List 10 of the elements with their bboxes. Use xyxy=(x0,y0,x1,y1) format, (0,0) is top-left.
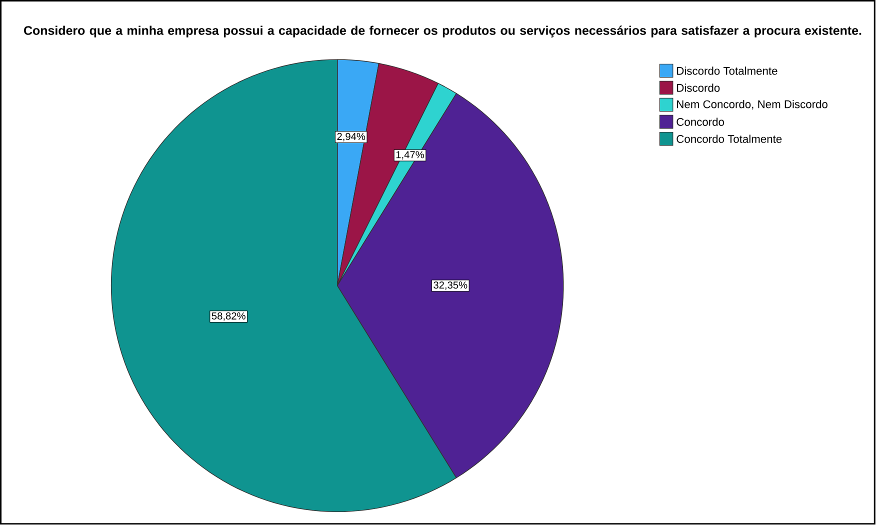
data-label: 2,94% xyxy=(337,133,366,142)
data-label: 58,82% xyxy=(212,312,246,321)
legend-label: Concordo xyxy=(676,118,724,126)
data-label: 32,35% xyxy=(434,282,468,290)
legend-label: Discordo xyxy=(677,84,720,92)
legend-label: Discordo Totalmente xyxy=(677,66,778,75)
legend-label: Nem Concordo, Nem Discordo xyxy=(677,100,828,110)
chart-title: Considero que a minha empresa possui a capacidade de fornecer os produtos ou serviços necessários para satisfazer a procura existente. xyxy=(24,26,862,38)
legend-label: Concordo Totalmente xyxy=(676,134,782,144)
data-label: 1,47% xyxy=(396,151,424,160)
